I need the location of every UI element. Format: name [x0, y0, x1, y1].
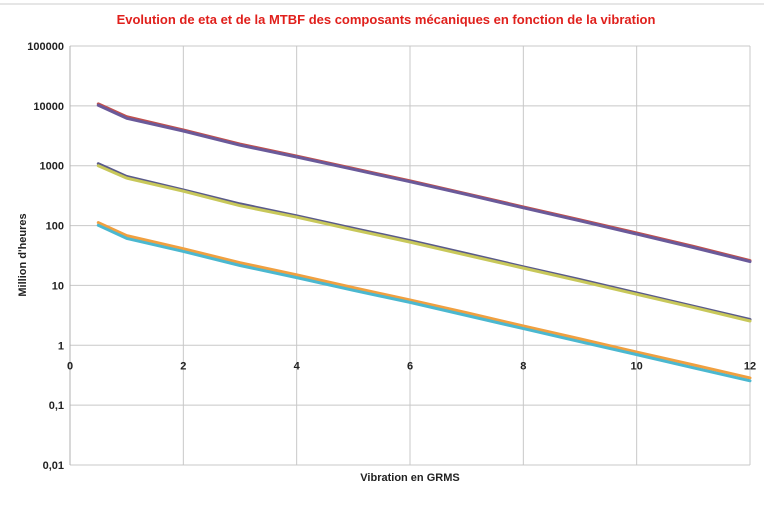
- series-line-2: [96, 103, 752, 264]
- series-line-6: [96, 223, 752, 383]
- chart-title: Evolution de eta et de la MTBF des compo…: [117, 12, 656, 27]
- grid: [69, 45, 751, 466]
- y-tick-label: 100: [46, 221, 64, 233]
- y-tick-label: 1000: [40, 161, 64, 173]
- x-tick-label: 10: [631, 360, 643, 372]
- tick-labels: 0,01 0,1 1 10 100 1000 10000 100000 0 2 4 6 8 10 12: [27, 41, 756, 472]
- series-line-5: [96, 221, 752, 380]
- y-axis-label: Million d'heures: [17, 213, 29, 296]
- x-axis-label: Vibration en GRMS: [360, 472, 459, 484]
- x-tick-label: 0: [67, 360, 73, 372]
- y-tick-label: 100000: [27, 41, 64, 53]
- x-tick-label: 8: [520, 360, 526, 372]
- y-tick-label: 0,01: [43, 460, 64, 472]
- series-line-4: [96, 164, 752, 323]
- series-lines: [96, 102, 752, 383]
- y-tick-label: 1: [58, 340, 64, 352]
- x-tick-label: 6: [407, 360, 413, 372]
- x-tick-label: 4: [294, 360, 301, 372]
- y-tick-label: 0,1: [49, 400, 64, 412]
- y-tick-label: 10: [52, 280, 64, 292]
- x-tick-label: 2: [180, 360, 186, 372]
- x-tick-label: 12: [744, 360, 756, 372]
- y-tick-label: 10000: [33, 101, 64, 113]
